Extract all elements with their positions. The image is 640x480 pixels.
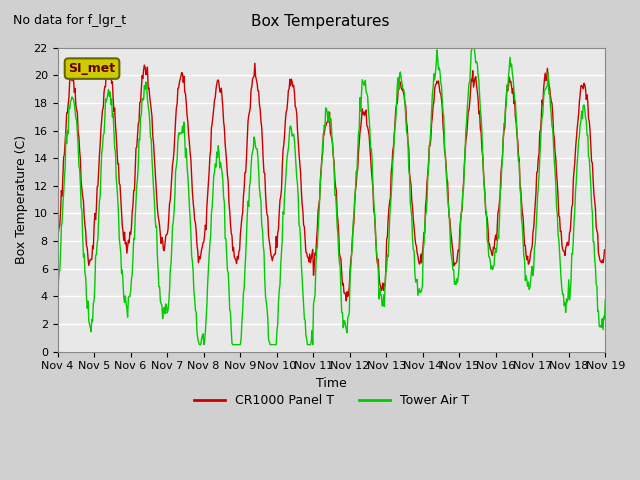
Y-axis label: Box Temperature (C): Box Temperature (C) (15, 135, 28, 264)
X-axis label: Time: Time (316, 377, 347, 390)
Text: No data for f_lgr_t: No data for f_lgr_t (13, 14, 126, 27)
Text: SI_met: SI_met (68, 62, 116, 75)
Legend: CR1000 Panel T, Tower Air T: CR1000 Panel T, Tower Air T (189, 389, 474, 412)
Text: Box Temperatures: Box Temperatures (251, 14, 389, 29)
